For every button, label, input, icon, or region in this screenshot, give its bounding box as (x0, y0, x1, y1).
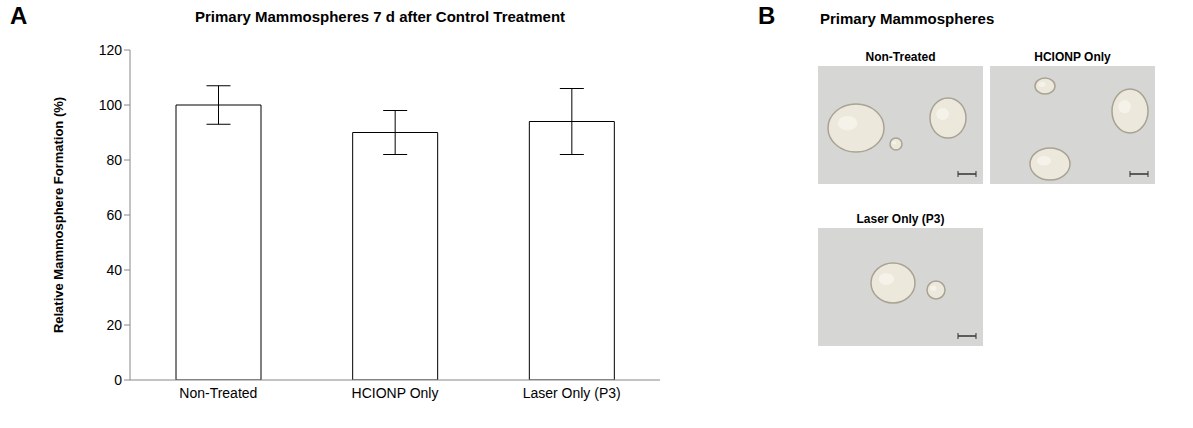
html-text:B: B (758, 2, 776, 29)
svg-text:80: 80 (106, 152, 122, 168)
svg-text:100: 100 (99, 97, 123, 113)
svg-text:Laser Only (P3): Laser Only (P3) (523, 385, 621, 401)
svg-text:40: 40 (106, 262, 122, 278)
html-text:A: A (10, 2, 28, 29)
html-text:Laser Only (P3): Laser Only (P3) (856, 212, 945, 226)
svg-text:20: 20 (106, 317, 122, 333)
html-text:Non-Treated: Non-Treated (865, 50, 936, 64)
svg-text:0: 0 (114, 372, 122, 388)
html-text:HCIONP Only: HCIONP Only (1034, 50, 1111, 64)
html-text:Primary Mammospheres 7 d after: Primary Mammospheres 7 d after Control T… (194, 8, 565, 25)
svg-text:60: 60 (106, 207, 122, 223)
svg-text:HCIONP Only: HCIONP Only (352, 385, 439, 401)
svg-text:Non-Treated: Non-Treated (179, 385, 257, 401)
svg-text:120: 120 (99, 42, 123, 58)
svg-text:Relative Mammosphere Formation: Relative Mammosphere Formation (%) (51, 97, 66, 333)
html-text:Primary Mammospheres: Primary Mammospheres (820, 10, 995, 27)
